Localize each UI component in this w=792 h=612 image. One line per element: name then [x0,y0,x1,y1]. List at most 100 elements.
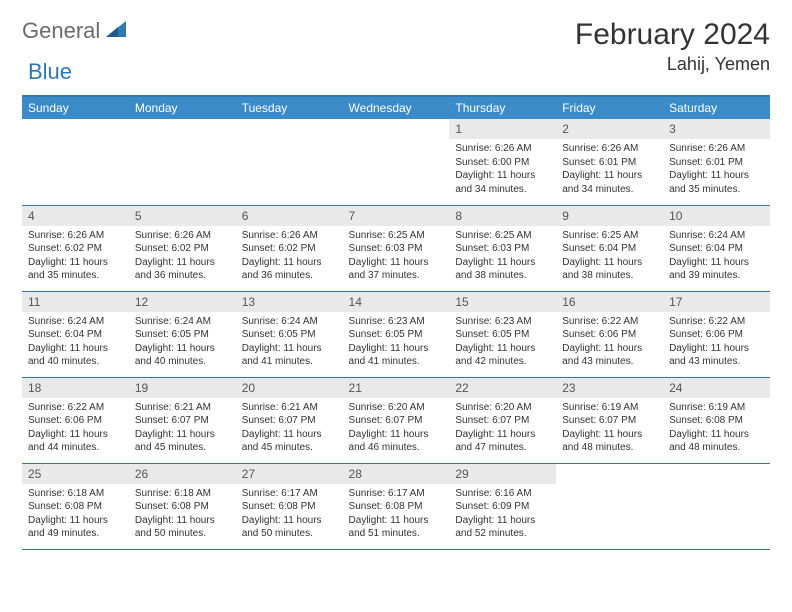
calendar-row: 1Sunrise: 6:26 AMSunset: 6:00 PMDaylight… [22,119,770,205]
calendar-cell: 25Sunrise: 6:18 AMSunset: 6:08 PMDayligh… [22,463,129,549]
calendar-cell: 11Sunrise: 6:24 AMSunset: 6:04 PMDayligh… [22,291,129,377]
day-number: 19 [129,378,236,398]
day-number: 21 [343,378,450,398]
calendar-cell: 17Sunrise: 6:22 AMSunset: 6:06 PMDayligh… [663,291,770,377]
day-info: Sunrise: 6:26 AMSunset: 6:01 PMDaylight:… [663,139,770,199]
day-info: Sunrise: 6:26 AMSunset: 6:02 PMDaylight:… [236,226,343,286]
calendar-row: 11Sunrise: 6:24 AMSunset: 6:04 PMDayligh… [22,291,770,377]
day-info: Sunrise: 6:24 AMSunset: 6:04 PMDaylight:… [663,226,770,286]
calendar-cell: 16Sunrise: 6:22 AMSunset: 6:06 PMDayligh… [556,291,663,377]
calendar-cell [663,463,770,549]
day-number: 15 [449,292,556,312]
calendar-cell: 5Sunrise: 6:26 AMSunset: 6:02 PMDaylight… [129,205,236,291]
weekday-header: Wednesday [343,96,450,119]
location: Lahij, Yemen [575,54,770,75]
day-info: Sunrise: 6:20 AMSunset: 6:07 PMDaylight:… [449,398,556,458]
day-info: Sunrise: 6:26 AMSunset: 6:02 PMDaylight:… [129,226,236,286]
logo: General [22,18,130,44]
weekday-header: Monday [129,96,236,119]
calendar-cell: 1Sunrise: 6:26 AMSunset: 6:00 PMDaylight… [449,119,556,205]
day-info: Sunrise: 6:25 AMSunset: 6:03 PMDaylight:… [343,226,450,286]
day-number: 28 [343,464,450,484]
calendar-cell: 3Sunrise: 6:26 AMSunset: 6:01 PMDaylight… [663,119,770,205]
calendar-cell: 4Sunrise: 6:26 AMSunset: 6:02 PMDaylight… [22,205,129,291]
calendar-cell: 21Sunrise: 6:20 AMSunset: 6:07 PMDayligh… [343,377,450,463]
calendar-cell: 20Sunrise: 6:21 AMSunset: 6:07 PMDayligh… [236,377,343,463]
calendar-cell: 24Sunrise: 6:19 AMSunset: 6:08 PMDayligh… [663,377,770,463]
day-number: 17 [663,292,770,312]
day-number: 10 [663,206,770,226]
calendar-cell: 29Sunrise: 6:16 AMSunset: 6:09 PMDayligh… [449,463,556,549]
day-number: 18 [22,378,129,398]
day-info: Sunrise: 6:21 AMSunset: 6:07 PMDaylight:… [129,398,236,458]
weekday-header: Sunday [22,96,129,119]
day-info: Sunrise: 6:20 AMSunset: 6:07 PMDaylight:… [343,398,450,458]
day-number: 22 [449,378,556,398]
calendar-cell: 18Sunrise: 6:22 AMSunset: 6:06 PMDayligh… [22,377,129,463]
day-info: Sunrise: 6:18 AMSunset: 6:08 PMDaylight:… [22,484,129,544]
day-number: 5 [129,206,236,226]
calendar-cell: 19Sunrise: 6:21 AMSunset: 6:07 PMDayligh… [129,377,236,463]
day-info: Sunrise: 6:22 AMSunset: 6:06 PMDaylight:… [663,312,770,372]
calendar-cell [129,119,236,205]
day-number: 23 [556,378,663,398]
calendar-cell: 12Sunrise: 6:24 AMSunset: 6:05 PMDayligh… [129,291,236,377]
day-info: Sunrise: 6:16 AMSunset: 6:09 PMDaylight:… [449,484,556,544]
title-block: February 2024 Lahij, Yemen [575,18,770,75]
day-info: Sunrise: 6:22 AMSunset: 6:06 PMDaylight:… [556,312,663,372]
day-info: Sunrise: 6:24 AMSunset: 6:05 PMDaylight:… [129,312,236,372]
day-number: 12 [129,292,236,312]
weekday-header: Friday [556,96,663,119]
day-info: Sunrise: 6:21 AMSunset: 6:07 PMDaylight:… [236,398,343,458]
day-number: 13 [236,292,343,312]
logo-text-gray: General [22,18,100,44]
calendar-cell [343,119,450,205]
day-info: Sunrise: 6:25 AMSunset: 6:03 PMDaylight:… [449,226,556,286]
calendar-cell: 26Sunrise: 6:18 AMSunset: 6:08 PMDayligh… [129,463,236,549]
calendar-cell: 14Sunrise: 6:23 AMSunset: 6:05 PMDayligh… [343,291,450,377]
day-number: 29 [449,464,556,484]
day-info: Sunrise: 6:24 AMSunset: 6:04 PMDaylight:… [22,312,129,372]
day-info: Sunrise: 6:19 AMSunset: 6:08 PMDaylight:… [663,398,770,458]
weekday-header: Saturday [663,96,770,119]
calendar-cell: 15Sunrise: 6:23 AMSunset: 6:05 PMDayligh… [449,291,556,377]
calendar-cell: 2Sunrise: 6:26 AMSunset: 6:01 PMDaylight… [556,119,663,205]
day-number: 24 [663,378,770,398]
day-info: Sunrise: 6:17 AMSunset: 6:08 PMDaylight:… [236,484,343,544]
day-number: 20 [236,378,343,398]
calendar-head: Sunday Monday Tuesday Wednesday Thursday… [22,96,770,119]
calendar-cell [22,119,129,205]
calendar-cell: 9Sunrise: 6:25 AMSunset: 6:04 PMDaylight… [556,205,663,291]
calendar-row: 25Sunrise: 6:18 AMSunset: 6:08 PMDayligh… [22,463,770,549]
calendar-cell [556,463,663,549]
day-number: 3 [663,119,770,139]
calendar-body: 1Sunrise: 6:26 AMSunset: 6:00 PMDaylight… [22,119,770,549]
calendar-cell: 7Sunrise: 6:25 AMSunset: 6:03 PMDaylight… [343,205,450,291]
month-title: February 2024 [575,18,770,52]
day-number: 9 [556,206,663,226]
day-number: 26 [129,464,236,484]
calendar-cell [236,119,343,205]
calendar-cell: 27Sunrise: 6:17 AMSunset: 6:08 PMDayligh… [236,463,343,549]
calendar-cell: 22Sunrise: 6:20 AMSunset: 6:07 PMDayligh… [449,377,556,463]
calendar-cell: 28Sunrise: 6:17 AMSunset: 6:08 PMDayligh… [343,463,450,549]
day-number: 6 [236,206,343,226]
day-info: Sunrise: 6:23 AMSunset: 6:05 PMDaylight:… [449,312,556,372]
day-info: Sunrise: 6:17 AMSunset: 6:08 PMDaylight:… [343,484,450,544]
day-number: 8 [449,206,556,226]
day-info: Sunrise: 6:26 AMSunset: 6:01 PMDaylight:… [556,139,663,199]
day-info: Sunrise: 6:22 AMSunset: 6:06 PMDaylight:… [22,398,129,458]
logo-text-blue: Blue [28,59,72,85]
day-number: 7 [343,206,450,226]
calendar-cell: 23Sunrise: 6:19 AMSunset: 6:07 PMDayligh… [556,377,663,463]
day-number: 27 [236,464,343,484]
day-number: 14 [343,292,450,312]
day-info: Sunrise: 6:26 AMSunset: 6:02 PMDaylight:… [22,226,129,286]
day-number: 4 [22,206,129,226]
weekday-header: Thursday [449,96,556,119]
calendar-cell: 13Sunrise: 6:24 AMSunset: 6:05 PMDayligh… [236,291,343,377]
calendar-row: 4Sunrise: 6:26 AMSunset: 6:02 PMDaylight… [22,205,770,291]
weekday-header: Tuesday [236,96,343,119]
day-info: Sunrise: 6:26 AMSunset: 6:00 PMDaylight:… [449,139,556,199]
day-number: 16 [556,292,663,312]
